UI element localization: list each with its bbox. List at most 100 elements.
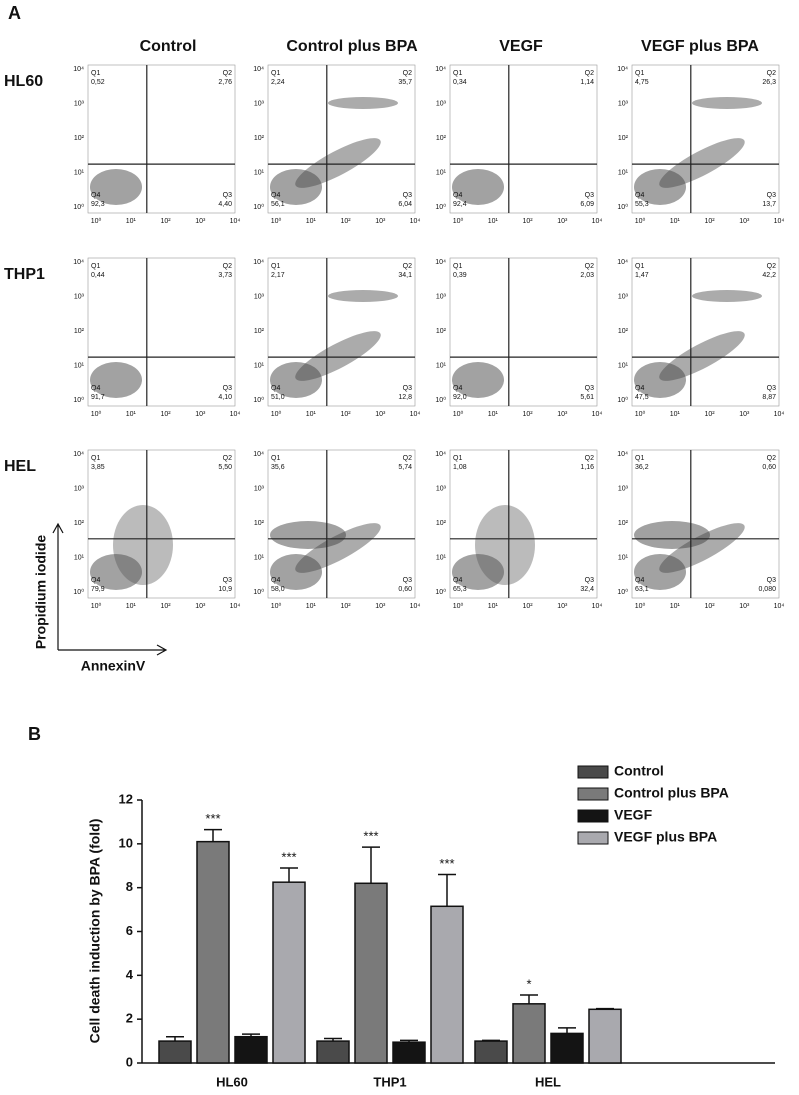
- y-tick-label: 10¹: [436, 362, 447, 369]
- x-tick-label: 10⁴: [230, 411, 241, 418]
- y-tick-label: 10¹: [254, 169, 265, 176]
- cell-cloud: [659, 138, 745, 188]
- quadrant-name: Q2: [585, 263, 594, 270]
- quadrant-percent: 32,4: [580, 586, 594, 593]
- quadrant-percent: 12,8: [398, 394, 412, 401]
- y-tick-label: 10¹: [618, 362, 629, 369]
- x-tick-label: 10²: [704, 603, 715, 610]
- cell-cloud: [452, 169, 504, 205]
- quadrant-name: Q2: [585, 455, 594, 462]
- quadrant-name: Q3: [223, 385, 232, 392]
- x-tick-label: 10³: [739, 411, 750, 418]
- cell-cloud: [270, 554, 322, 590]
- x-tick-label: 10¹: [126, 603, 137, 610]
- quadrant-name: Q3: [585, 385, 594, 392]
- y-tick-label: 10²: [74, 328, 85, 335]
- error-bar: [520, 994, 538, 1004]
- x-tick-label: 10⁰: [635, 217, 646, 225]
- bar: [234, 1035, 268, 1064]
- column-header: Control: [140, 38, 197, 55]
- error-bar: [280, 867, 298, 883]
- plot-frame: [449, 449, 598, 599]
- cell-cloud: [634, 362, 686, 398]
- quadrant-percent: 92,4: [453, 201, 467, 208]
- y-tick-label: 10⁴: [73, 451, 84, 458]
- plot-frame: [87, 449, 236, 599]
- quadrant-name: Q1: [453, 455, 462, 462]
- y-tick-label: 10⁴: [435, 451, 446, 458]
- cell-cloud: [452, 362, 504, 398]
- row-label: HL60: [4, 73, 43, 90]
- x-tick-label: 10³: [375, 411, 386, 418]
- x-tick-label: 10⁴: [774, 411, 785, 418]
- quadrant-percent: 58,0: [271, 586, 285, 593]
- quadrant-percent: 63,1: [635, 586, 649, 593]
- quadrant-name: Q3: [403, 192, 412, 199]
- quadrant-percent: 0,60: [398, 586, 412, 593]
- quadrant-name: Q4: [635, 192, 644, 199]
- quadrant-percent: 1,14: [580, 79, 594, 86]
- quadrant-percent: 10,9: [218, 586, 232, 593]
- y-tick-label: 10⁴: [617, 451, 628, 458]
- quadrant-percent: 56,1: [271, 201, 285, 208]
- y-tick-label: 10⁰: [617, 396, 628, 404]
- bar: [316, 1040, 350, 1064]
- x-tick-label: 10¹: [670, 218, 681, 225]
- quadrant-name: Q2: [223, 263, 232, 270]
- x-tick-label: 10²: [340, 411, 351, 418]
- quadrant-percent: 0,44: [91, 272, 105, 279]
- y-tick-label: 10³: [618, 485, 629, 492]
- y-tick-label: 10³: [436, 100, 447, 107]
- quadrant-percent: 3,85: [91, 464, 105, 471]
- x-tick-label: 10²: [160, 411, 171, 418]
- x-tick-label: HEL: [535, 1074, 561, 1089]
- quadrant-percent: 1,16: [580, 464, 594, 471]
- y-tick-label: 10¹: [618, 554, 629, 561]
- error-bar: [482, 1039, 500, 1042]
- y-axis-label: Cell death induction by BPA (fold): [87, 819, 103, 1044]
- legend-label: Control plus BPA: [614, 785, 729, 801]
- x-tick-label: 10¹: [126, 411, 137, 418]
- row-label: THP1: [4, 266, 45, 283]
- y-tick-label: 6: [126, 923, 133, 938]
- legend-swatch: [577, 787, 609, 801]
- x-tick-label: 10⁴: [230, 603, 241, 610]
- quadrant-percent: 4,10: [218, 394, 232, 401]
- cell-cloud: [659, 523, 745, 573]
- column-header: VEGF plus BPA: [641, 38, 759, 55]
- quadrant-percent: 91,7: [91, 394, 105, 401]
- x-tick-label: 10³: [557, 218, 568, 225]
- quadrant-name: Q4: [91, 385, 100, 392]
- plot-frame: [631, 449, 780, 599]
- y-tick-label: 10⁴: [617, 66, 628, 73]
- x-tick-label: 10⁰: [271, 410, 282, 418]
- y-tick-label: 10³: [254, 293, 265, 300]
- quadrant-name: Q3: [767, 385, 776, 392]
- x-tick-label: 10³: [557, 411, 568, 418]
- x-tick-label: 10⁰: [453, 410, 464, 418]
- error-bar: [558, 1027, 576, 1034]
- cell-cloud: [328, 97, 398, 109]
- y-tick-label: 10²: [618, 135, 629, 142]
- x-tick-label: 10⁰: [453, 217, 464, 225]
- x-tick-label: 10³: [557, 603, 568, 610]
- x-tick-label: 10³: [195, 411, 206, 418]
- panel-label: B: [28, 724, 41, 744]
- y-tick-label: 10³: [254, 485, 265, 492]
- x-tick-label: 10²: [522, 411, 533, 418]
- x-tick-label: 10²: [340, 603, 351, 610]
- error-bar: [438, 873, 456, 907]
- y-axis-label: Propidium iodide: [33, 535, 49, 650]
- quadrant-percent: 36,2: [635, 464, 649, 471]
- quadrant-name: Q1: [453, 263, 462, 270]
- quadrant-percent: 6,09: [580, 201, 594, 208]
- quadrant-percent: 5,74: [398, 464, 412, 471]
- quadrant-name: Q3: [223, 577, 232, 584]
- quadrant-name: Q4: [271, 385, 280, 392]
- x-tick-label: 10³: [375, 218, 386, 225]
- y-tick-label: 10⁰: [253, 396, 264, 404]
- quadrant-percent: 1,08: [453, 464, 467, 471]
- x-tick-label: 10⁴: [230, 218, 241, 225]
- legend-swatch: [577, 809, 609, 823]
